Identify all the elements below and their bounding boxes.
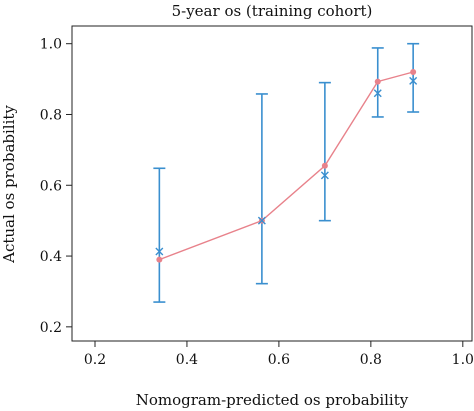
x-axis: 0.2 0.4 0.6 0.8 1.0 <box>84 341 474 368</box>
plot-frame <box>71 25 473 342</box>
x-tick-label: 0.2 <box>84 352 106 368</box>
series-point <box>321 162 328 169</box>
x-tick-label: 1.0 <box>452 352 474 368</box>
chart-title: 5-year os (training cohort) <box>172 2 373 20</box>
observed-marker <box>257 216 266 225</box>
y-axis: 0.2 0.4 0.6 0.8 1.0 <box>40 37 72 336</box>
y-tick-label: 1.0 <box>40 37 62 53</box>
y-tick-label: 0.6 <box>40 178 62 194</box>
observed-marker-stroke <box>257 216 266 225</box>
confidence-intervals <box>153 42 420 303</box>
observed-marker <box>409 76 418 85</box>
series-line <box>159 71 414 261</box>
observed-marker-stroke <box>320 171 329 180</box>
observed-marker-stroke <box>155 247 164 256</box>
observed-marker <box>373 89 382 98</box>
series-point <box>156 256 163 263</box>
observed-marker <box>320 171 329 180</box>
x-tick-label: 0.6 <box>268 352 290 368</box>
series-point <box>410 69 417 76</box>
observed-points <box>155 76 418 256</box>
x-axis-title: Nomogram-predicted os probability <box>136 391 409 409</box>
y-tick-label: 0.8 <box>40 107 62 123</box>
observed-marker-stroke <box>409 76 418 85</box>
x-tick-label: 0.8 <box>360 352 382 368</box>
series-point <box>374 78 381 85</box>
x-tick-label: 0.4 <box>176 352 198 368</box>
observed-marker <box>155 247 164 256</box>
y-axis-title: Actual os probability <box>0 105 18 264</box>
y-tick-label: 0.2 <box>40 320 62 336</box>
observed-marker-stroke <box>373 89 382 98</box>
y-tick-label: 0.4 <box>40 249 62 265</box>
